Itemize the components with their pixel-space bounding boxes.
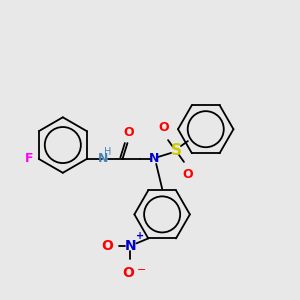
Text: O: O [159, 121, 170, 134]
Text: N: N [98, 152, 108, 165]
Text: F: F [25, 152, 34, 165]
Text: +: + [136, 231, 145, 242]
Text: N: N [149, 152, 159, 165]
Text: O: O [122, 266, 134, 280]
Text: N: N [124, 239, 136, 253]
Text: O: O [183, 168, 193, 181]
Text: O: O [123, 126, 134, 139]
Text: O: O [102, 239, 114, 253]
Text: S: S [170, 143, 182, 158]
Text: −: − [136, 265, 146, 275]
Text: H: H [104, 147, 111, 157]
